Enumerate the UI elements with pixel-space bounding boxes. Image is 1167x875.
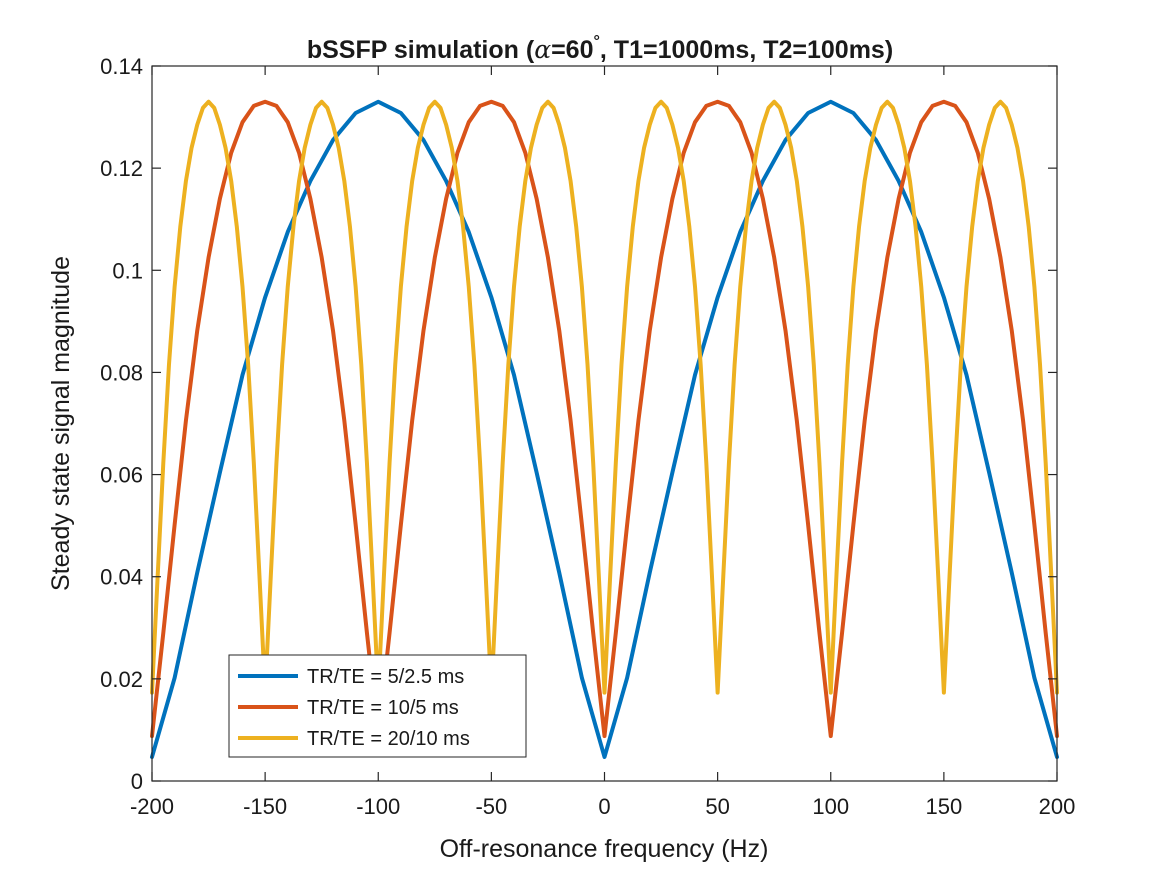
x-tick-label: 200 (1039, 794, 1076, 819)
y-tick-label: 0.02 (100, 667, 143, 692)
y-tick-label: 0.06 (100, 463, 143, 488)
x-tick-label: 150 (926, 794, 963, 819)
x-tick-label: -150 (243, 794, 287, 819)
y-tick-label: 0.04 (100, 565, 143, 590)
legend-label-1: TR/TE = 5/2.5 ms (307, 666, 464, 688)
x-tick-label: -200 (130, 794, 174, 819)
x-tick-label: 0 (598, 794, 610, 819)
chart-title: bSSFP simulation (α=60°, T1=1000ms, T2=1… (307, 33, 893, 64)
y-tick-label: 0.08 (100, 360, 143, 385)
legend-items: TR/TE = 5/2.5 ms TR/TE = 10/5 ms TR/TE = 2… (238, 666, 470, 750)
series-layer (150, 99, 1059, 759)
x-tick-label: -50 (475, 794, 507, 819)
y-axis-label: Steady state signal magnitude (47, 256, 75, 591)
legend-label-3: TR/TE = 20/10 ms (307, 728, 470, 750)
x-tick-label: -100 (356, 794, 400, 819)
series-line-3 (150, 99, 1059, 695)
y-tick-label: 0.12 (100, 156, 143, 181)
y-tick-label: 0.1 (112, 258, 143, 283)
y-tick-label: 0 (131, 769, 143, 794)
series-line-1 (150, 99, 1059, 759)
y-axis-ticks: 0 0.02 0.04 0.06 0.08 0.1 0.12 0.14 (100, 54, 1057, 794)
legend: TR/TE = 5/2.5 ms TR/TE = 10/5 ms TR/TE = 2… (228, 654, 527, 758)
legend-label-2: TR/TE = 10/5 ms (307, 697, 459, 719)
x-tick-label: 100 (812, 794, 849, 819)
y-tick-label: 0.14 (100, 54, 143, 79)
x-tick-label: 50 (705, 794, 729, 819)
x-axis-label: Off-resonance frequency (Hz) (440, 835, 769, 863)
x-axis-ticks: -200 -150 -100 -50 0 50 100 150 200 (130, 66, 1075, 819)
